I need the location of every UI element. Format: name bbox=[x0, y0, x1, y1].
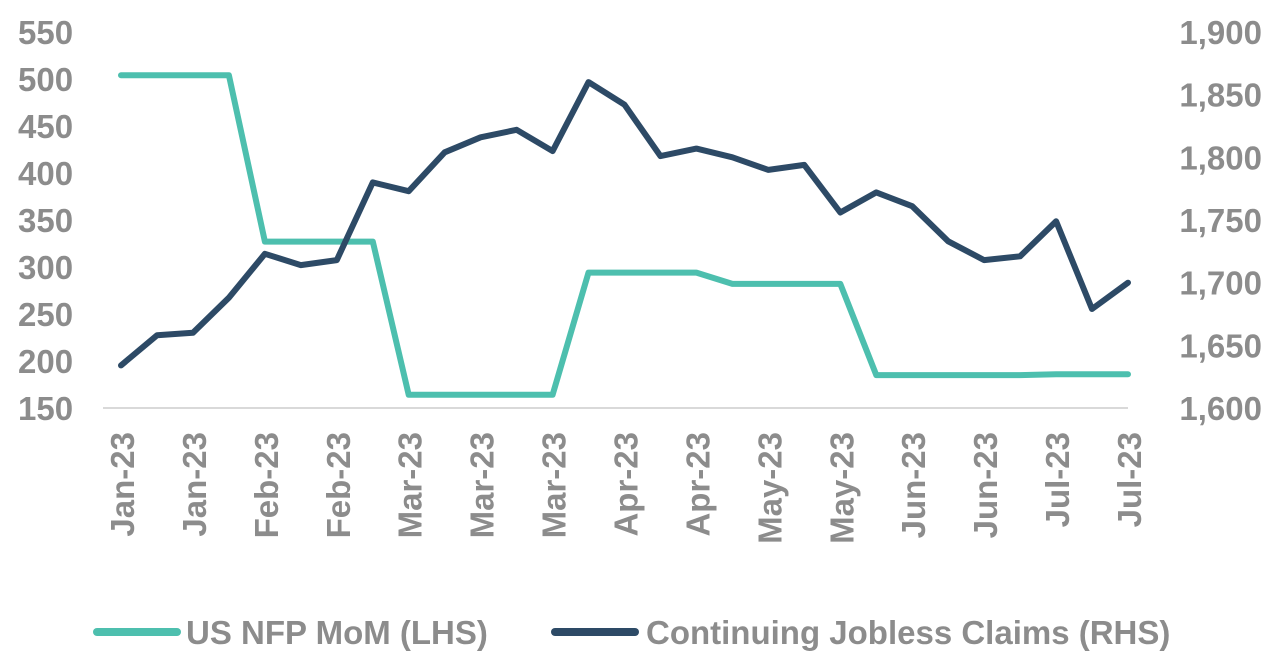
right-axis-tick-label: 1,850 bbox=[1179, 77, 1262, 114]
left-axis-ticks: 150 200 250 300 350 400 450 500 550 bbox=[18, 14, 73, 427]
x-axis-tick-label: Jun-23 bbox=[967, 432, 1004, 538]
legend-label: Continuing Jobless Claims (RHS) bbox=[646, 614, 1170, 651]
x-axis-tick-label: Jan-23 bbox=[176, 432, 213, 537]
x-axis-tick-label: Jan-23 bbox=[104, 432, 141, 537]
left-axis-tick-label: 300 bbox=[18, 249, 73, 286]
left-axis-tick-label: 200 bbox=[18, 343, 73, 380]
x-axis-tick-label: Apr-23 bbox=[679, 432, 716, 537]
left-axis-tick-label: 250 bbox=[18, 296, 73, 333]
x-axis-tick-label: Feb-23 bbox=[320, 432, 357, 538]
x-axis-tick-label: Jul-23 bbox=[1111, 432, 1148, 527]
right-axis-tick-label: 1,750 bbox=[1179, 202, 1262, 239]
left-axis-tick-label: 500 bbox=[18, 61, 73, 98]
left-axis-tick-label: 550 bbox=[18, 14, 73, 51]
x-axis-tick-label: Mar-23 bbox=[392, 432, 429, 538]
x-axis-tick-label: Jun-23 bbox=[895, 432, 932, 538]
x-axis-tick-label: May-23 bbox=[751, 432, 788, 544]
right-axis-tick-label: 1,700 bbox=[1179, 265, 1262, 302]
right-axis-tick-label: 1,900 bbox=[1179, 14, 1262, 51]
x-axis-tick-label: Feb-23 bbox=[248, 432, 285, 538]
left-axis-tick-label: 350 bbox=[18, 202, 73, 239]
left-axis-tick-label: 400 bbox=[18, 155, 73, 192]
x-axis-tick-label: May-23 bbox=[823, 432, 860, 544]
nfp-series-line bbox=[118, 72, 1131, 398]
x-axis-ticks: Jan-23 Jan-23 Feb-23 Feb-23 Mar-23 Mar-23 Mar-… bbox=[104, 432, 1148, 544]
right-axis-ticks: 1,600 1,650 1,700 1,750 1,800 1,850 1,900 bbox=[1179, 14, 1262, 427]
series-lines bbox=[118, 72, 1131, 398]
x-axis-tick-label: Apr-23 bbox=[608, 432, 645, 537]
x-axis-tick-label: Jul-23 bbox=[1039, 432, 1076, 527]
x-axis-tick-label: Mar-23 bbox=[464, 432, 501, 538]
legend: US NFP MoM (LHS) Continuing Jobless Claim… bbox=[93, 614, 1170, 651]
left-axis-tick-label: 150 bbox=[18, 390, 73, 427]
right-axis-tick-label: 1,800 bbox=[1179, 139, 1262, 176]
right-axis-tick-label: 1,650 bbox=[1179, 327, 1262, 364]
legend-label: US NFP MoM (LHS) bbox=[186, 614, 488, 651]
x-axis-tick-label: Mar-23 bbox=[536, 432, 573, 538]
left-axis-tick-label: 450 bbox=[18, 108, 73, 145]
jobless-claims-series-line bbox=[118, 79, 1131, 369]
right-axis-tick-label: 1,600 bbox=[1179, 390, 1262, 427]
